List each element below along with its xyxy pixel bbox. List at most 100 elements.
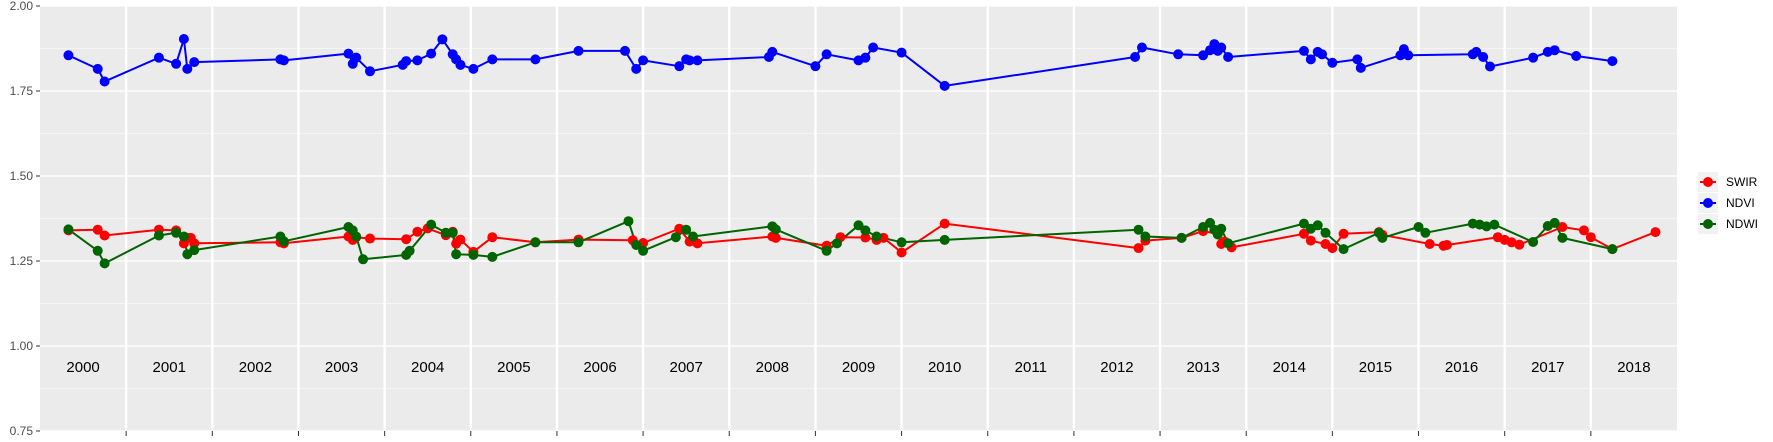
data-point-ndwi (189, 245, 200, 256)
data-point-ndvi (939, 80, 950, 91)
year-label: 2011 (1015, 359, 1047, 376)
data-point-ndwi (1557, 232, 1568, 243)
data-point-ndwi (821, 245, 832, 256)
data-point-ndvi (1317, 49, 1328, 60)
data-point-ndvi (426, 48, 437, 59)
data-point-ndwi (831, 238, 842, 249)
data-point-ndvi (1223, 52, 1234, 62)
data-point-ndvi (364, 66, 375, 77)
data-point-ndwi (1320, 227, 1331, 238)
data-point-ndvi (868, 42, 879, 53)
data-point-ndvi (1355, 62, 1366, 73)
data-point-ndvi (153, 52, 164, 63)
data-point-ndwi (153, 230, 164, 241)
data-point-ndvi (896, 47, 907, 58)
data-point-ndvi (821, 49, 832, 60)
year-label: 2004 (411, 359, 444, 376)
data-point-swir (1133, 243, 1144, 254)
data-point-ndwi (451, 249, 462, 260)
data-point-swir (412, 226, 423, 237)
data-point-swir (1650, 227, 1661, 238)
y-tick-label: 1.00 (10, 339, 34, 353)
data-point-ndvi (767, 46, 778, 57)
data-point-ndwi (1377, 232, 1388, 243)
data-point-ndwi (623, 216, 634, 227)
data-point-ndwi (688, 231, 699, 242)
data-point-swir (455, 234, 466, 245)
data-point-ndwi (530, 237, 541, 248)
data-point-ndwi (487, 251, 498, 262)
year-label: 2013 (1186, 359, 1219, 376)
data-point-ndvi (1571, 50, 1582, 61)
data-point-swir (1441, 240, 1452, 251)
year-label: 2003 (325, 359, 358, 376)
data-point-ndvi (1485, 61, 1496, 72)
data-point-ndvi (684, 55, 695, 66)
year-label: 2002 (239, 359, 272, 376)
data-point-ndvi (620, 45, 631, 56)
data-point-ndvi (1607, 56, 1618, 67)
data-point-ndvi (99, 76, 110, 87)
data-point-ndwi (1216, 223, 1227, 234)
data-point-ndvi (412, 55, 423, 66)
data-point-ndwi (631, 240, 642, 251)
data-point-swir (1327, 243, 1338, 254)
data-point-swir (860, 232, 871, 243)
y-axis: 0.75 1.00 1.25 1.50 1.75 2.00 (10, 0, 40, 438)
data-point-ndwi (638, 245, 649, 256)
data-point-ndwi (447, 227, 458, 238)
data-point-ndwi (1223, 238, 1234, 249)
data-point-ndwi (171, 227, 182, 238)
data-point-ndvi (1298, 45, 1309, 56)
data-point-ndvi (1478, 52, 1489, 62)
data-point-ndwi (92, 245, 103, 256)
legend-key-point (1703, 177, 1713, 187)
data-point-ndvi (468, 63, 479, 74)
data-point-ndvi (189, 57, 200, 68)
data-point-ndwi (468, 249, 479, 260)
major-gridlines (40, 5, 1677, 432)
year-label: 2000 (66, 359, 99, 376)
data-point-ndwi (1176, 232, 1187, 243)
data-point-swir (1557, 222, 1568, 232)
data-point-ndvi (1305, 54, 1316, 65)
data-point-ndvi (1327, 57, 1338, 68)
data-point-ndvi (810, 61, 821, 72)
data-point-ndwi (178, 231, 189, 242)
year-label: 2017 (1531, 359, 1564, 376)
year-labels: 2000 2001 2002 2003 2004 2005 2006 2007 2008 2009… (66, 359, 1650, 376)
data-point-ndvi (638, 55, 649, 66)
data-point-ndvi (437, 34, 448, 45)
data-point-ndvi (573, 45, 584, 56)
x-axis (125, 431, 1592, 436)
data-point-ndwi (404, 245, 415, 256)
data-point-ndvi (1173, 49, 1184, 60)
data-point-ndwi (681, 224, 692, 235)
data-point-swir (1424, 239, 1435, 249)
data-point-ndwi (1312, 220, 1323, 231)
data-point-ndwi (1140, 231, 1151, 242)
data-point-ndvi (1549, 45, 1560, 56)
data-point-ndvi (455, 59, 466, 70)
data-point-ndvi (530, 54, 541, 65)
data-point-swir (99, 230, 110, 241)
legend-label-swir: SWIR (1726, 175, 1758, 189)
data-point-ndwi (63, 224, 74, 235)
data-point-ndwi (1413, 222, 1424, 232)
data-point-swir (1506, 237, 1517, 248)
data-point-ndwi (770, 224, 781, 235)
data-point-ndvi (674, 61, 685, 72)
y-tick-label: 0.75 (10, 424, 34, 438)
data-point-ndwi (853, 220, 864, 231)
data-point-ndwi (351, 231, 362, 242)
year-label: 2018 (1617, 359, 1650, 376)
data-point-ndwi (1338, 244, 1349, 255)
data-point-ndwi (1298, 218, 1309, 229)
data-point-swir (1578, 225, 1589, 236)
data-point-ndvi (1471, 46, 1482, 57)
data-point-ndvi (487, 54, 498, 65)
data-point-ndvi (1136, 42, 1147, 53)
data-point-ndwi (426, 219, 437, 230)
year-label: 2016 (1445, 359, 1478, 376)
